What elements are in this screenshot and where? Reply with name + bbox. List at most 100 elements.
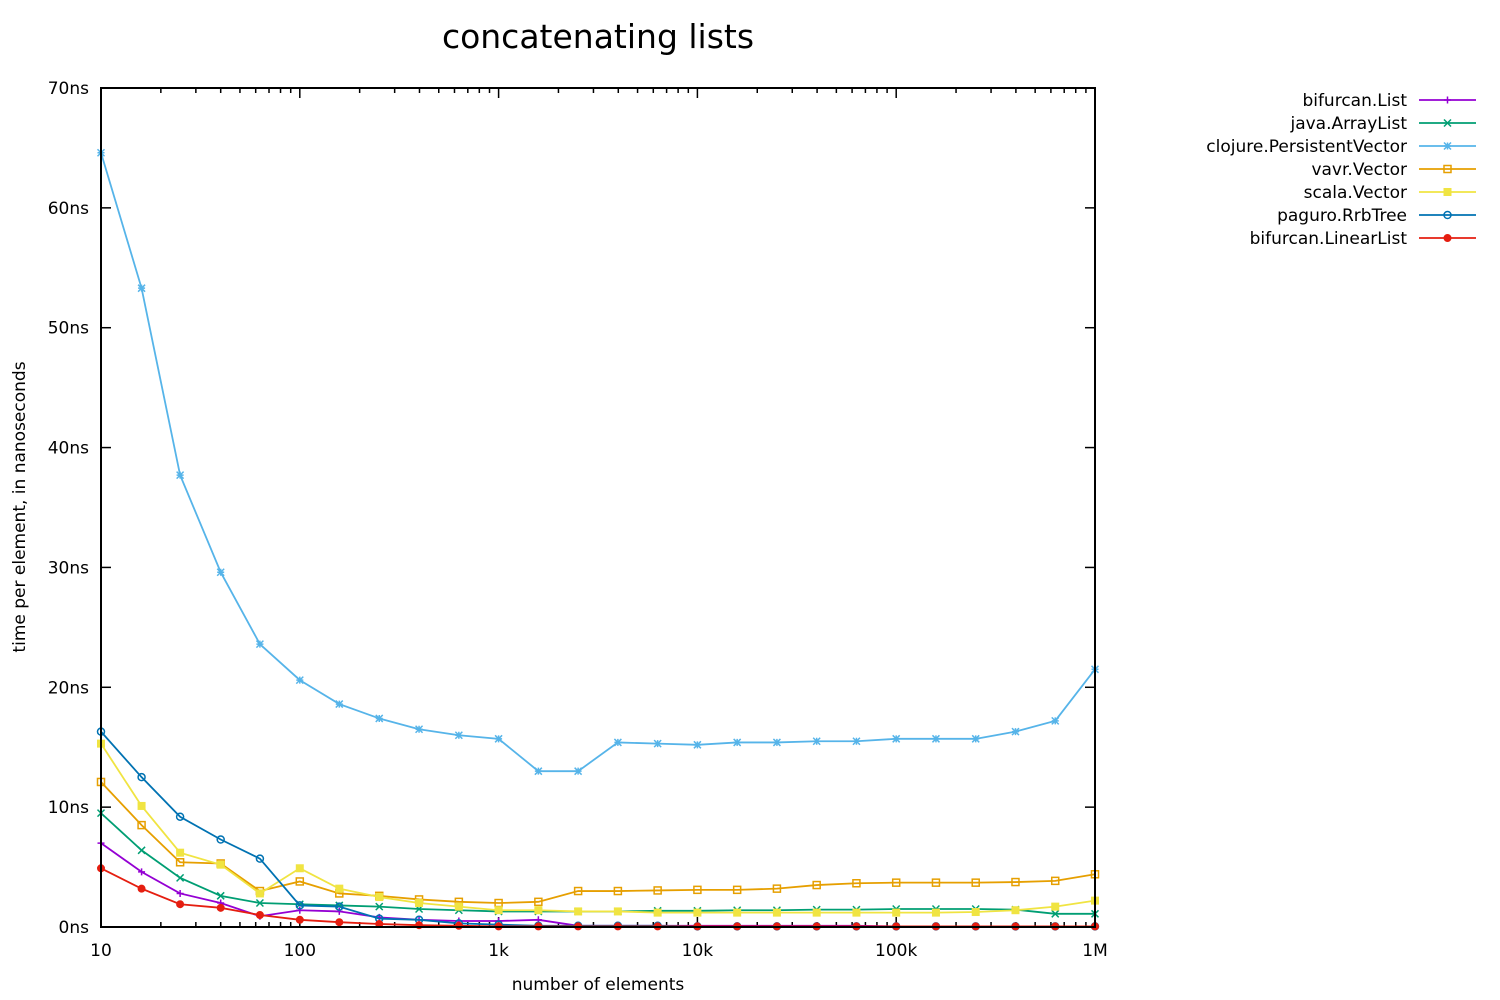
data-point [852,879,861,888]
data-point [573,886,583,896]
y-tick-label: 50ns [48,319,89,339]
x-tick-label: 100 [284,941,316,961]
data-point [971,878,980,887]
series-java-arraylist [96,809,1100,918]
data-point [971,908,980,917]
series-vavr-vector [96,777,1100,908]
data-point [494,734,503,743]
legend-label: paguro.RrbTree [1277,206,1407,226]
data-point [892,734,901,743]
data-point [335,884,344,893]
data-point [335,907,343,915]
data-point [693,740,702,749]
legend-label: java.ArrayList [1289,114,1407,134]
series-bifurcan-linearlist [97,864,1099,931]
x-tick-label: 10 [90,941,112,961]
legend-label: clojure.PersistentVector [1206,137,1407,157]
data-point [137,884,146,893]
data-point [295,915,304,924]
data-point [137,772,146,782]
data-point [613,907,622,916]
data-point [733,908,742,917]
data-point [494,906,503,915]
data-point [335,918,344,927]
series-line [100,867,1095,928]
series-scala-vector [97,739,1099,917]
y-tick-label: 60ns [48,199,89,219]
data-point [1443,118,1452,128]
y-axis-label: time per element, in nanoseconds [10,361,30,652]
data-point [137,820,146,830]
data-point [613,738,622,747]
y-tick-label: 30ns [48,558,89,578]
data-point [1011,906,1020,915]
data-point [375,714,384,723]
data-point [812,737,821,746]
data-point [931,734,940,743]
x-tick-label: 1k [488,941,509,961]
data-point [534,767,543,776]
data-point [1443,210,1452,220]
data-point [137,801,146,810]
y-tick-label: 20ns [48,678,89,698]
data-point [732,885,742,895]
y-tick-label: 40ns [48,439,89,459]
data-point [454,921,463,930]
x-tick-label: 10k [682,941,714,961]
data-point [1051,909,1060,918]
data-point [1051,902,1060,911]
data-point [653,886,662,895]
data-point [1444,96,1451,104]
data-point [175,812,185,821]
series-line [100,743,1096,914]
data-point [137,284,146,293]
data-point [255,911,264,920]
data-point [892,908,901,917]
data-point [176,889,184,897]
data-point [375,902,384,911]
legend-label: bifurcan.List [1302,91,1407,111]
series-clojure-persistentvector [96,148,1100,776]
data-point [574,907,583,916]
data-point [295,676,304,685]
data-point [255,640,264,649]
x-axis-label: number of elements [512,975,685,995]
data-point [613,886,623,896]
data-point [216,891,225,900]
data-point [415,725,424,734]
data-point [295,877,305,886]
data-point [534,906,543,915]
series-line [100,731,1095,928]
data-point [175,858,185,867]
data-point [812,880,821,890]
data-point [216,903,225,912]
data-point [295,864,304,873]
legend-label: vavr.Vector [1311,160,1407,180]
data-point [176,471,185,480]
data-point [255,854,265,863]
data-point [693,908,702,917]
data-point [971,734,980,743]
x-tick-label: 100k [875,941,917,961]
data-point [891,878,901,887]
y-tick-label: 70ns [48,79,89,99]
data-point [693,885,702,895]
data-point [255,898,264,908]
data-point [852,908,861,917]
y-tick-label: 10ns [48,798,89,818]
legend-label: bifurcan.LinearList [1250,229,1408,249]
plot-frame [100,87,1096,928]
data-point [772,908,781,917]
data-point [176,873,185,882]
data-point [454,902,463,911]
data-point [772,884,782,893]
data-point [574,767,583,776]
data-point [733,738,742,747]
data-point [1443,188,1452,196]
data-point [216,568,225,577]
x-axis: 10 100 1k 10k 100k 1M [90,88,1108,961]
series-layer [96,148,1100,931]
y-tick-label: 0ns [59,918,90,938]
data-point [772,738,781,747]
